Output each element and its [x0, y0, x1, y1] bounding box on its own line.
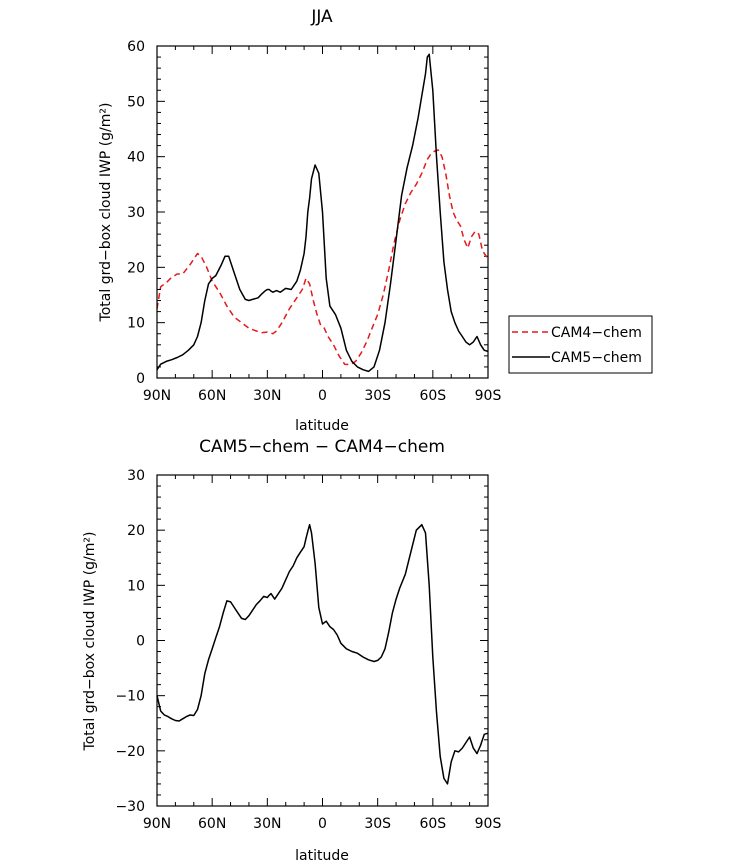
- bottom-y-tick-label: 10: [127, 578, 145, 594]
- bottom-x-tick-label: 90S: [475, 816, 502, 832]
- top-x-axis-label: latitude: [295, 418, 349, 434]
- bottom-chart-title: CAM5−chem − CAM4−chem: [199, 437, 445, 457]
- bottom-y-tick-label: −20: [115, 744, 145, 760]
- top-y-tick-labels: 0 10 20 30 40 50 60: [127, 39, 145, 387]
- top-chart-title: JJA: [310, 7, 333, 27]
- top-x-tick-label: 30S: [364, 388, 391, 404]
- top-y-tick-label: 50: [127, 94, 145, 110]
- bottom-y-tick-label: −10: [115, 689, 145, 705]
- top-y-tick-label: 30: [127, 205, 145, 221]
- legend-label-cam5: CAM5−chem: [551, 350, 642, 366]
- top-y-axis-label: Total grd−box cloud IWP (g/m²): [98, 103, 114, 323]
- top-x-tick-label: 60S: [419, 388, 446, 404]
- bottom-y-tick-label: −30: [115, 799, 145, 815]
- bottom-x-tick-label: 60N: [198, 816, 226, 832]
- top-panel: JJA 90N 60N 30N 0 30S 60S 90S 0 10 20 30 40 50 60 la…: [98, 7, 653, 434]
- bottom-x-axis-label: latitude: [295, 848, 349, 864]
- top-series-line-1: [156, 53, 489, 373]
- top-x-tick-label: 90N: [143, 388, 171, 404]
- top-y-tick-label: 40: [127, 150, 145, 166]
- bottom-y-tick-label: 0: [136, 634, 145, 650]
- bottom-plot-frame: [156, 474, 489, 807]
- top-x-tick-label: 60N: [198, 388, 226, 404]
- bottom-series: [156, 523, 489, 785]
- bottom-y-axis-label: Total grd−box cloud IWP (g/m²): [82, 532, 98, 752]
- legend-box: [508, 315, 653, 374]
- top-y-tick-label: 60: [127, 39, 145, 55]
- bottom-x-tick-label: 30S: [364, 816, 391, 832]
- top-y-tick-label: 10: [127, 316, 145, 332]
- bottom-x-tick-label: 90N: [143, 816, 171, 832]
- top-x-tick-label: 0: [318, 388, 327, 404]
- top-x-tick-label: 90S: [475, 388, 502, 404]
- bottom-x-tick-label: 60S: [419, 816, 446, 832]
- bottom-y-tick-labels: −30 −20 −10 0 10 20 30: [115, 468, 145, 815]
- bottom-x-tick-label: 30N: [253, 816, 281, 832]
- bottom-x-tick-labels: 90N 60N 30N 0 30S 60S 90S: [143, 816, 502, 832]
- top-plot-frame: [156, 45, 489, 379]
- bottom-y-tick-label: 20: [127, 523, 145, 539]
- legend: CAM4−chem CAM5−chem: [508, 315, 653, 374]
- top-x-tick-labels: 90N 60N 30N 0 30S 60S 90S: [143, 388, 502, 404]
- bottom-panel: CAM5−chem − CAM4−chem 90N 60N 30N 0 30S 60S 90…: [82, 437, 501, 864]
- top-series-line-0: [156, 149, 489, 366]
- top-y-tick-label: 20: [127, 260, 145, 276]
- top-x-tick-label: 30N: [253, 388, 281, 404]
- bottom-x-tick-label: 0: [318, 816, 327, 832]
- bottom-ticks: [156, 474, 489, 807]
- top-y-tick-label: 0: [136, 371, 145, 387]
- top-series: [156, 53, 489, 373]
- legend-label-cam4: CAM4−chem: [551, 325, 642, 341]
- bottom-y-tick-label: 30: [127, 468, 145, 484]
- bottom-series-line-0: [156, 523, 489, 785]
